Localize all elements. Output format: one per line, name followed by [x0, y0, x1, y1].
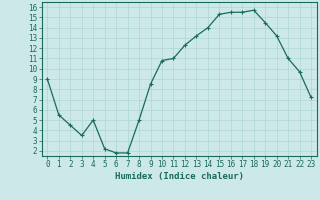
X-axis label: Humidex (Indice chaleur): Humidex (Indice chaleur): [115, 172, 244, 181]
